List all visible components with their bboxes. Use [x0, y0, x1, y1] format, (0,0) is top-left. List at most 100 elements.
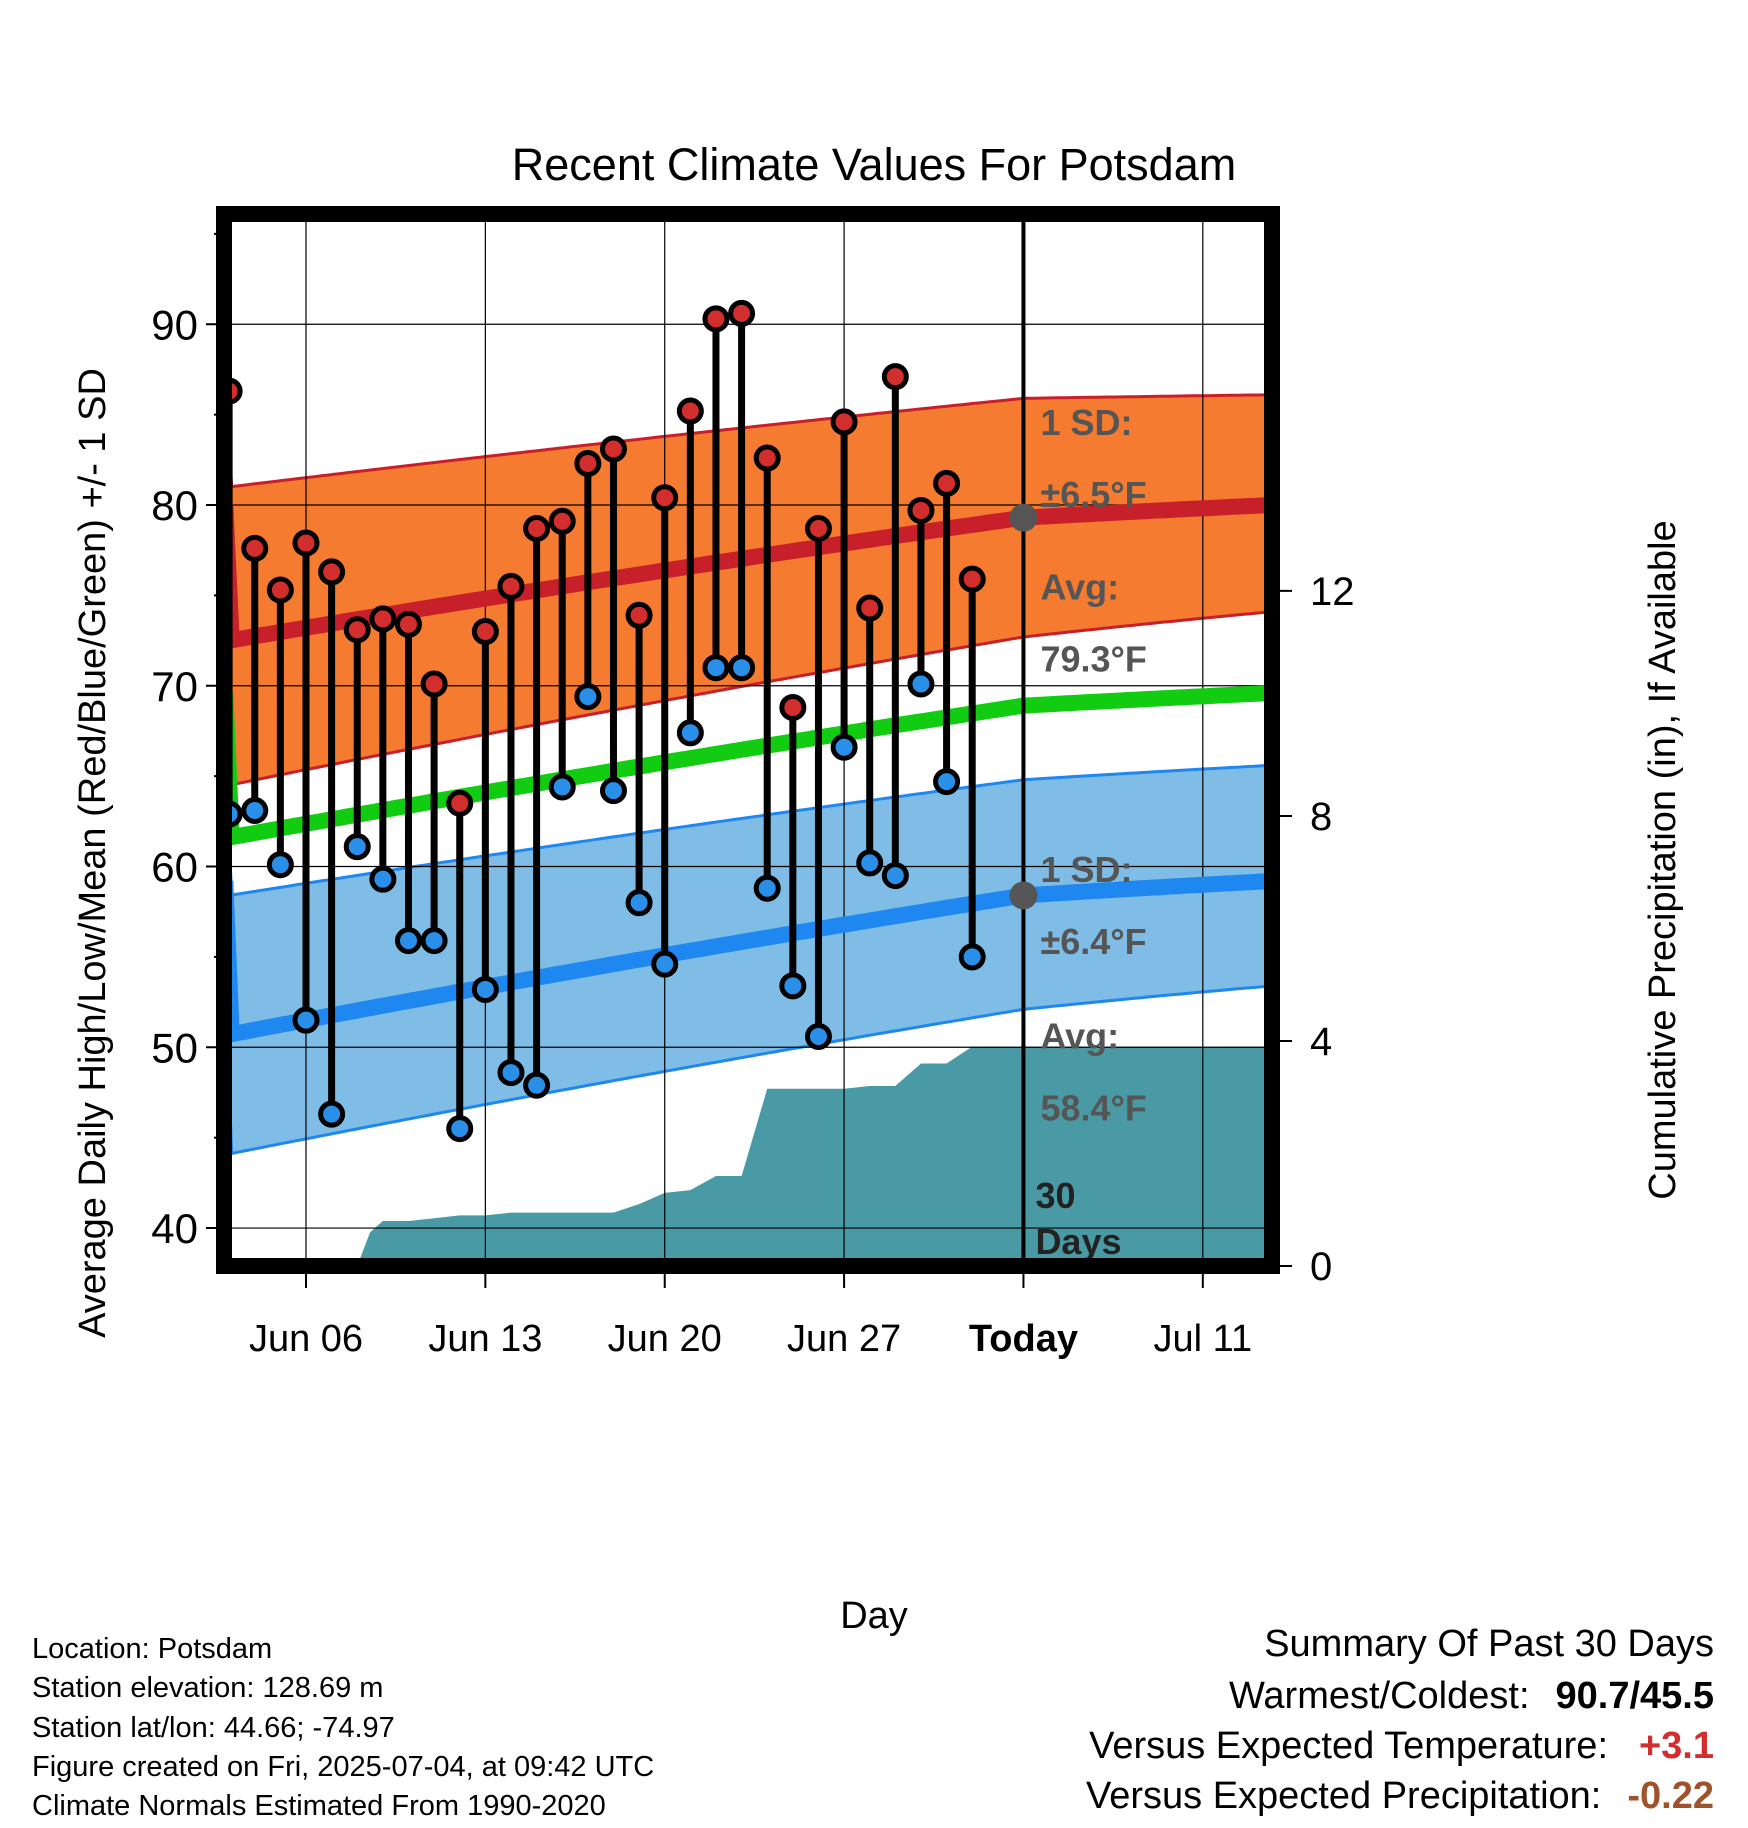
daily-low-point: [523, 1071, 551, 1099]
summary-warmest-label: Warmest/Coldest:: [1228, 1675, 1530, 1717]
x-axis-label: Day: [840, 1595, 908, 1637]
daily-low-point: [446, 1115, 474, 1143]
summary-warmest-value: 90.7/45.5: [1555, 1675, 1714, 1717]
daily-low-point: [676, 719, 704, 747]
daily-high-point: [343, 616, 371, 644]
daily-low-point: [471, 975, 499, 1003]
daily-low-point: [958, 943, 986, 971]
daily-low-point: [830, 733, 858, 761]
daily-high-point: [497, 572, 525, 600]
y2-tick-label: 4: [1310, 1020, 1332, 1064]
footer-elevation: Station elevation: 128.69 m: [32, 1672, 384, 1704]
daily-low-point: [625, 889, 653, 917]
annotation-days-label: Days: [1035, 1221, 1121, 1262]
annotation-high-sd: 1 SD:: [1040, 402, 1132, 443]
summary-temp-value: +3.1: [1638, 1725, 1714, 1767]
daily-low-point: [497, 1059, 525, 1087]
y2-tick-label: 0: [1310, 1245, 1332, 1289]
normal-low-line: [224, 873, 1270, 1044]
x-tick-label: Jun 20: [608, 1318, 722, 1360]
daily-low-point: [804, 1022, 832, 1050]
x-tick-label: Jul 11: [1154, 1318, 1253, 1360]
y-tick-label: 90: [151, 301, 198, 348]
daily-high-point: [856, 594, 884, 622]
annotation-low-avg: Avg:: [1040, 1016, 1119, 1057]
annotation-high-avg: Avg:: [1040, 567, 1119, 608]
daily-low-point: [292, 1006, 320, 1034]
daily-high-point: [676, 397, 704, 425]
y-tick-label: 50: [151, 1024, 198, 1071]
daily-low-point: [933, 768, 961, 796]
footer-created: Figure created on Fri, 2025-07-04, at 09…: [32, 1751, 655, 1783]
daily-high-point: [266, 576, 294, 604]
daily-low-point: [881, 862, 909, 890]
y-axis-label: Average Daily High/Low/Mean (Red/Blue/Gr…: [72, 368, 114, 1338]
daily-high-point: [241, 534, 269, 562]
y2-tick-label: 12: [1310, 570, 1355, 614]
daily-low-point: [318, 1100, 346, 1128]
precip-area: [357, 1046, 1272, 1266]
x-tick-label: Jun 27: [787, 1318, 901, 1360]
daily-high-point: [625, 601, 653, 629]
daily-low-point: [651, 950, 679, 978]
daily-low-point: [907, 670, 935, 698]
y-tick-label: 70: [151, 663, 198, 710]
daily-low-point: [574, 683, 602, 711]
daily-low-point: [779, 972, 807, 1000]
daily-high-point: [369, 605, 397, 633]
annotation-low-avg-value: 58.4°F: [1040, 1087, 1146, 1128]
daily-high-point: [779, 693, 807, 721]
annotation-low-sd-value: ±6.4°F: [1040, 921, 1146, 962]
daily-high-point: [446, 789, 474, 817]
x-tick-label: Today: [969, 1318, 1078, 1360]
daily-low-point: [369, 865, 397, 893]
annotation-days-count: 30: [1035, 1175, 1075, 1216]
daily-high-point: [907, 496, 935, 524]
summary-precip-value: -0.22: [1627, 1775, 1714, 1817]
daily-high-point: [523, 515, 551, 543]
annotation-low-sd: 1 SD:: [1040, 849, 1132, 890]
daily-low-point: [728, 654, 756, 682]
y2-tick-label: 8: [1310, 795, 1332, 839]
daily-high-point: [318, 558, 346, 586]
daily-high-point: [804, 515, 832, 543]
normal-high-line: [224, 497, 1270, 650]
daily-low-point: [241, 796, 269, 824]
daily-high-point: [420, 670, 448, 698]
summary-precip-row: Versus Expected Precipitation: -0.22: [1086, 1775, 1714, 1818]
daily-high-point: [394, 610, 422, 638]
daily-high-point: [753, 444, 781, 472]
daily-low-point: [266, 851, 294, 879]
daily-low-point: [856, 849, 884, 877]
summary-warmest-row: Warmest/Coldest: 90.7/45.5: [1229, 1675, 1714, 1718]
footer-normals: Climate Normals Estimated From 1990-2020: [32, 1790, 606, 1822]
y-tick-label: 40: [151, 1205, 198, 1252]
today-low-avg-dot: [1009, 881, 1038, 910]
daily-high-point: [292, 529, 320, 557]
annotation-high-avg-value: 79.3°F: [1040, 639, 1146, 680]
daily-low-point: [343, 833, 371, 861]
daily-low-point: [420, 927, 448, 955]
today-high-avg-dot: [1009, 503, 1038, 532]
daily-high-point: [471, 618, 499, 646]
daily-high-point: [548, 507, 576, 535]
daily-low-point: [753, 874, 781, 902]
daily-high-point: [574, 449, 602, 477]
summary-precip-label: Versus Expected Precipitation:: [1085, 1775, 1602, 1817]
daily-low-point: [548, 773, 576, 801]
daily-high-point: [599, 435, 627, 463]
y2-axis-label: Cumulative Precipitation (in), If Availa…: [1642, 520, 1684, 1199]
x-tick-label: Jun 13: [428, 1318, 542, 1360]
daily-high-point: [958, 565, 986, 593]
summary-title: Summary Of Past 30 Days: [1264, 1623, 1714, 1665]
plot-frame: [216, 206, 1280, 1274]
daily-low-point: [702, 654, 730, 682]
summary-temp-label: Versus Expected Temperature:: [1089, 1725, 1608, 1767]
x-tick-label: Jun 06: [249, 1318, 363, 1360]
chart-title: Recent Climate Values For Potsdam: [512, 139, 1236, 190]
daily-high-point: [933, 469, 961, 497]
annotation-high-sd-value: ±6.5°F: [1040, 474, 1146, 515]
plot-content: 1 SD: ±6.5°F Avg: 79.3°F 1 SD: ±6.4°F Avg: 58.4…: [224, 214, 1272, 1266]
footer-latlon: Station lat/lon: 44.66; -74.97: [32, 1712, 395, 1744]
